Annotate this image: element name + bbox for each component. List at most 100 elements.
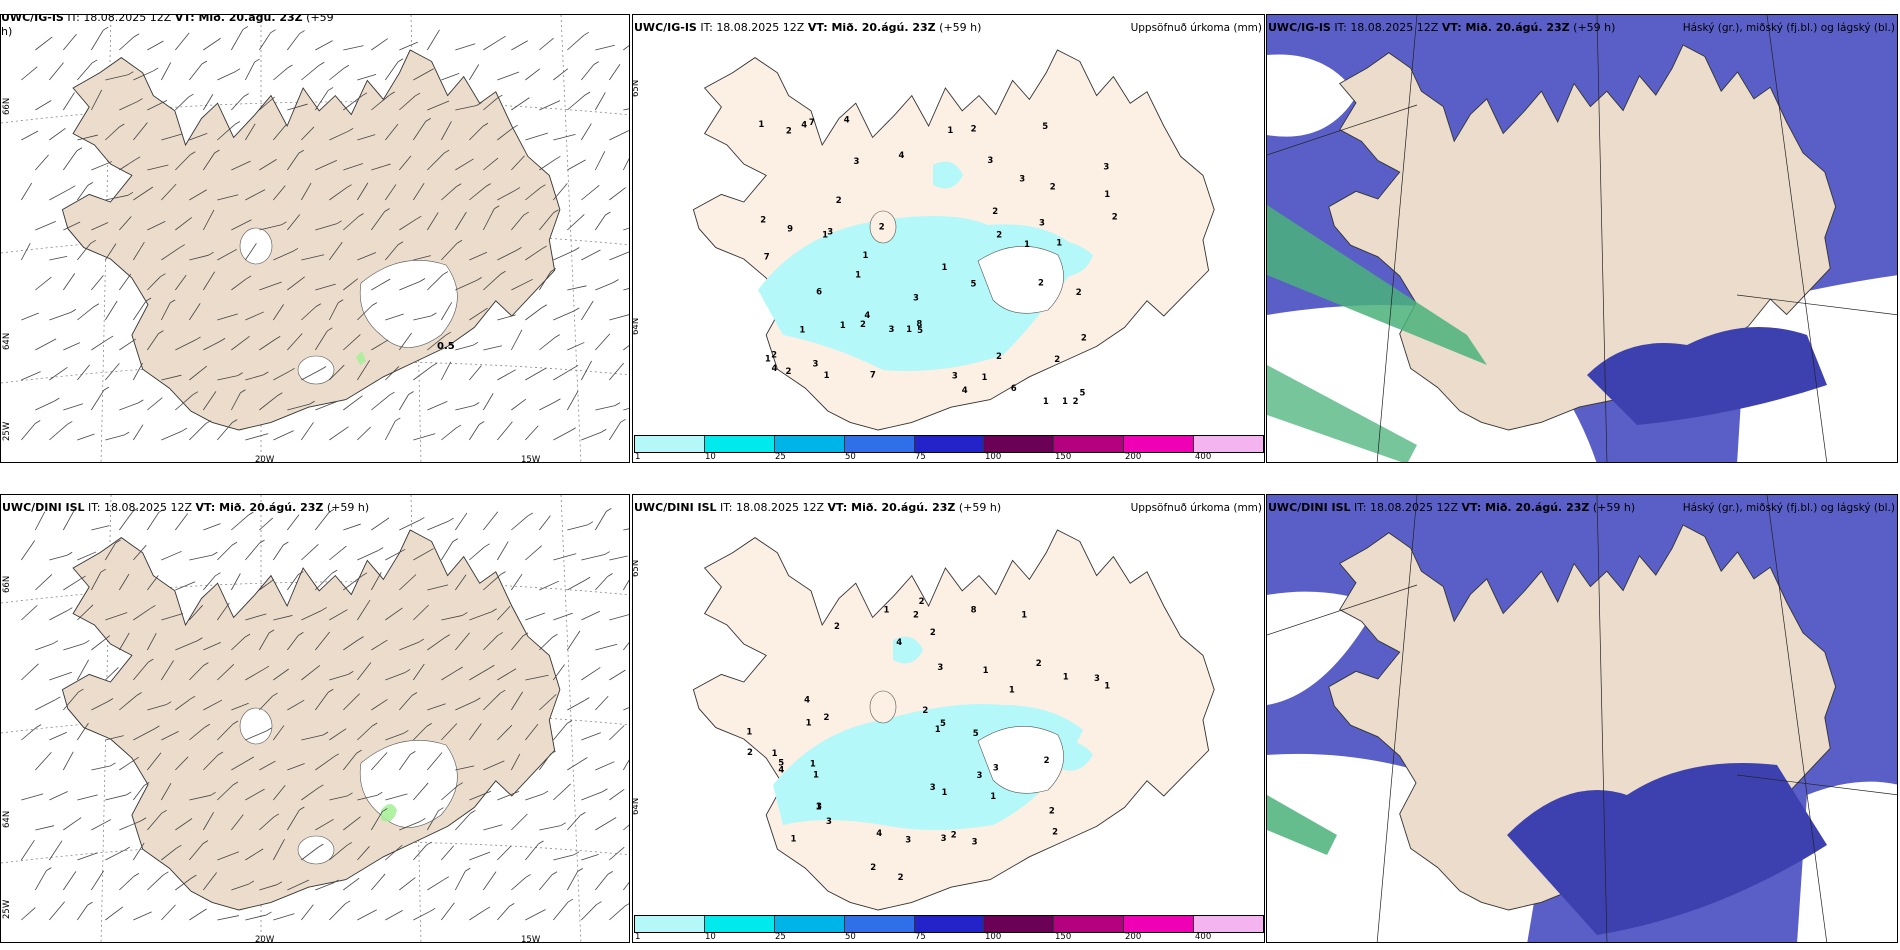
wind-barb	[455, 632, 470, 651]
wind-barb	[189, 365, 208, 381]
wind-barb	[553, 553, 577, 561]
wind-barb-flag	[299, 30, 305, 34]
wind-barb-flag	[133, 33, 140, 38]
wind-barb	[189, 133, 208, 141]
wind-barb	[175, 818, 193, 831]
wind-barb-flag	[204, 723, 211, 728]
wind-barb	[77, 243, 92, 261]
wind-barb-flag	[181, 427, 188, 432]
wind-barb	[553, 783, 571, 801]
wind-barb	[245, 613, 267, 621]
colorbar-tick-label: 10	[705, 932, 716, 942]
precip-value-label: 1	[799, 325, 805, 335]
wind-barb	[371, 94, 390, 111]
wind-barb	[511, 97, 530, 111]
graticule	[1267, 495, 1897, 942]
wind-barb-flag	[240, 389, 246, 394]
wind-barb	[455, 512, 468, 531]
wind-barb	[77, 62, 93, 81]
precip-value-label: 2	[1044, 756, 1050, 766]
precip-value-label: 5	[973, 729, 979, 739]
lon-label-20w: 20W	[255, 935, 275, 943]
wind-barb	[203, 391, 217, 411]
wind-barb	[385, 793, 408, 801]
wind-barb	[273, 725, 285, 741]
wind-barb-flag	[371, 722, 378, 727]
wind-barb	[483, 824, 503, 831]
colorbar-segment	[984, 436, 1055, 452]
wind-barb	[63, 578, 81, 591]
wind-barb-flag	[470, 810, 476, 814]
latitude-line	[1, 101, 629, 124]
wind-barbs	[20, 507, 629, 921]
wind-barb	[63, 342, 81, 351]
wind-barb-flag	[348, 671, 354, 675]
wind-barb	[203, 523, 221, 531]
wind-barb	[469, 790, 492, 801]
precip-patch	[356, 351, 366, 365]
wind-barb-flag	[46, 867, 52, 871]
precip-value-label: 3	[941, 834, 947, 844]
wind-barb-flag	[584, 576, 591, 581]
colorbar-tick-label: 400	[1195, 452, 1212, 462]
wind-barb-flag	[584, 91, 591, 96]
wind-barb	[147, 40, 164, 51]
wind-barb	[132, 424, 144, 441]
latitude-line	[1, 581, 629, 604]
wind-barb	[539, 158, 556, 171]
wind-barb	[413, 910, 431, 921]
wind-barb-flag	[607, 573, 613, 577]
precip-value-label: 1	[982, 373, 988, 383]
glacier	[359, 740, 458, 828]
precip-value-label: 4	[899, 151, 905, 161]
wind-barb	[91, 161, 113, 171]
wind-barb-flag	[124, 846, 130, 851]
precip-value-label: 2	[834, 622, 840, 632]
wind-barb-flag	[34, 420, 41, 424]
wind-barb	[413, 663, 425, 681]
wind-barb	[147, 874, 164, 891]
cloud-title-bottom: UWC/DINI ISL IT: 18.08.2025 12Z VT: Mið.…	[1268, 501, 1635, 515]
wind-barb-flag	[232, 720, 239, 725]
precip-value-label: 1	[1063, 672, 1069, 682]
wind-barb	[287, 403, 310, 411]
precip-value-label: 2	[1054, 355, 1060, 365]
wind-barb	[217, 71, 236, 81]
wind-barb	[76, 722, 89, 741]
lat-label-64n-right: 64N	[632, 317, 641, 335]
precip-value-label: 3	[972, 837, 978, 847]
wind-barb	[553, 367, 574, 381]
wind-barb	[413, 844, 427, 861]
glacier	[977, 246, 1064, 314]
wind-barb	[399, 877, 416, 891]
wind-barb	[301, 254, 325, 261]
wind-barb-flag	[195, 336, 201, 341]
wind-barb-flag	[234, 68, 241, 73]
wind-barb	[427, 334, 447, 351]
wind-barb	[539, 636, 553, 651]
precip-value-label: 4	[962, 386, 968, 396]
colorbar-tick-label: 25	[775, 932, 786, 942]
lat-label-65n-right: 65N	[632, 559, 641, 577]
precip-title-bottom: UWC/DINI ISL IT: 18.08.2025 12Z VT: Mið.…	[634, 501, 1001, 515]
wind-barb	[427, 703, 446, 711]
wind-barb-flag	[514, 187, 521, 191]
wind-barb-flag	[593, 61, 599, 65]
wind-barb	[455, 813, 471, 831]
wind-barb-flag	[331, 569, 338, 574]
wind-barb	[609, 725, 625, 741]
wind-barb-flag	[217, 751, 224, 756]
wind-barb-flag	[438, 807, 444, 812]
wind-barb	[21, 423, 36, 441]
precip-value-label: 2	[951, 830, 957, 840]
wind-barb	[258, 32, 271, 51]
wind-barb	[49, 901, 65, 921]
wind-barb	[608, 422, 621, 441]
precip-value-label: 4	[876, 829, 882, 839]
wind-barb	[483, 345, 503, 351]
wind-barb-flag	[416, 215, 422, 220]
wind-barb-flag	[67, 421, 73, 425]
wind-barb-flag	[202, 840, 209, 844]
wind-barb	[189, 554, 213, 561]
wind-barb	[511, 515, 529, 531]
